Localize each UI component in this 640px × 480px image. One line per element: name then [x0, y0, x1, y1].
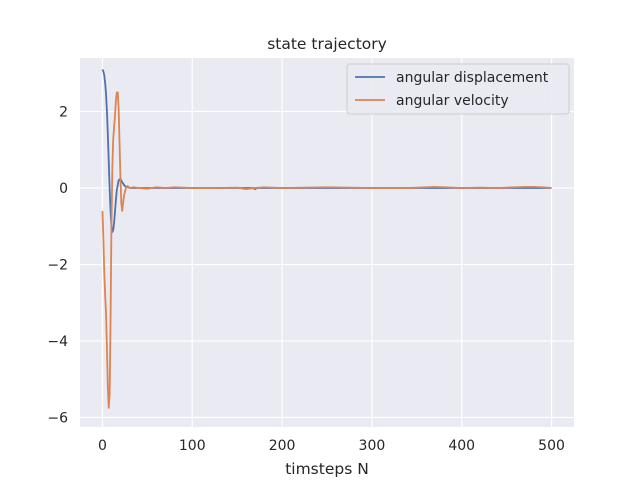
x-tick-label: 400 — [448, 438, 475, 454]
chart-title: state trajectory — [267, 35, 387, 53]
y-tick-label: −2 — [47, 257, 68, 273]
x-tick-label: 500 — [538, 438, 565, 454]
tick-labels: 0 100 200 300 400 500 −6 −4 −2 0 2 — [47, 105, 565, 454]
plot-background — [80, 58, 574, 427]
x-tick-label: 0 — [98, 438, 107, 454]
series-line-angular-velocity — [101, 91, 552, 409]
x-tick-label: 200 — [269, 438, 296, 454]
x-axis-label: timsteps N — [285, 460, 369, 478]
x-tick-label: 300 — [359, 438, 386, 454]
y-tick-label: −6 — [47, 410, 68, 426]
y-tick-label: −4 — [47, 334, 68, 350]
legend-label-angular-velocity: angular velocity — [396, 93, 509, 109]
legend-label-angular-displacement: angular displacement — [396, 70, 549, 86]
legend: angular displacement angular velocity — [346, 63, 570, 115]
y-tick-label: 0 — [59, 181, 68, 197]
x-tick-label: 100 — [179, 438, 206, 454]
legend-box — [346, 63, 570, 115]
series-layer — [101, 69, 552, 409]
y-tick-label: 2 — [59, 105, 68, 121]
